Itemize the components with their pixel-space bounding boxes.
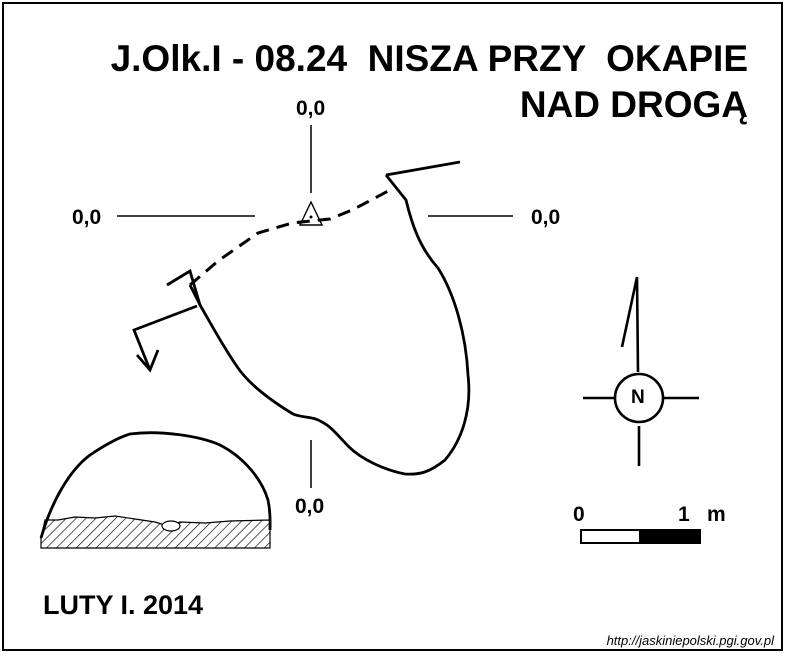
entrance-arrow-icon [132, 268, 202, 373]
scale-label-unit: m [707, 503, 726, 526]
cave-title-line1: J.Olk.I - 08.24 NISZA PRZY OKAPIE [110, 38, 748, 79]
elevation-left: 0,0 [72, 206, 102, 229]
dripline-dashed [189, 188, 391, 287]
entrance-line [385, 160, 461, 177]
author-date: LUTY I. 2014 [43, 590, 204, 620]
elevation-bottom: 0,0 [295, 495, 325, 518]
scale-label-zero: 0 [573, 503, 585, 526]
scale-bar [580, 529, 701, 544]
north-arrow-icon [583, 276, 699, 466]
source-url: http://jaskiniepolski.pgi.gov.pl [606, 633, 774, 648]
datum-triangle-icon [298, 200, 324, 226]
elevation-right: 0,0 [531, 206, 561, 229]
north-label: N [631, 387, 645, 408]
cave-wall-outline [188, 174, 471, 476]
elevation-top: 0,0 [296, 97, 326, 120]
cave-title-line2: NAD DROGĄ [519, 84, 748, 125]
scale-label-one: 1 [678, 503, 690, 526]
cross-section-profile [39, 431, 272, 549]
